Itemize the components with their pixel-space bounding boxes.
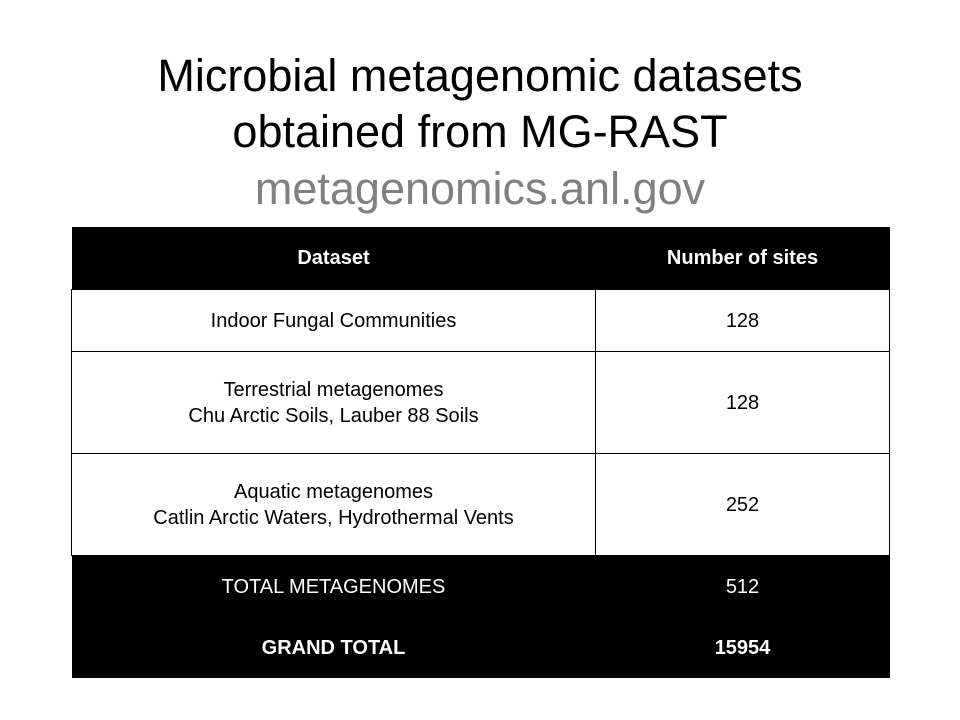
dataset-name: Aquatic metagenomes bbox=[233, 480, 433, 503]
title-line-1: Microbial metagenomic datasets bbox=[157, 50, 803, 101]
dataset-cell: Indoor Fungal Communities bbox=[71, 289, 596, 352]
table-row: Aquatic metagenomes Catlin Arctic Waters… bbox=[71, 453, 890, 556]
sites-cell: 252 bbox=[595, 453, 890, 556]
table-header-row: Dataset Number of sites bbox=[71, 227, 890, 290]
dataset-detail: Chu Arctic Soils, Lauber 88 Soils bbox=[188, 404, 479, 427]
table-row: Terrestrial metagenomes Chu Arctic Soils… bbox=[71, 351, 890, 454]
dataset-name: Indoor Fungal Communities bbox=[210, 309, 457, 332]
total-value: 512 bbox=[595, 555, 890, 617]
header-number-of-sites: Number of sites bbox=[595, 227, 890, 290]
sites-cell: 128 bbox=[595, 351, 890, 454]
title-line-2: obtained from MG-RAST bbox=[232, 106, 728, 157]
dataset-name: Terrestrial metagenomes bbox=[223, 378, 444, 401]
header-dataset: Dataset bbox=[71, 227, 596, 290]
datasets-table: Dataset Number of sites Indoor Fungal Co… bbox=[71, 227, 890, 678]
table-row: Indoor Fungal Communities 128 bbox=[71, 289, 890, 352]
dataset-cell: Aquatic metagenomes Catlin Arctic Waters… bbox=[71, 453, 596, 556]
grand-total-row: GRAND TOTAL 15954 bbox=[71, 617, 890, 678]
slide-title: Microbial metagenomic datasets obtained … bbox=[0, 48, 960, 218]
total-row: TOTAL METAGENOMES 512 bbox=[71, 555, 890, 617]
dataset-cell: Terrestrial metagenomes Chu Arctic Soils… bbox=[71, 351, 596, 454]
dataset-detail: Catlin Arctic Waters, Hydrothermal Vents bbox=[153, 506, 514, 529]
grand-total-value: 15954 bbox=[595, 617, 890, 678]
grand-total-label: GRAND TOTAL bbox=[71, 617, 596, 678]
total-label: TOTAL METAGENOMES bbox=[71, 555, 596, 617]
subtitle-url: metagenomics.anl.gov bbox=[254, 163, 706, 214]
sites-cell: 128 bbox=[595, 289, 890, 352]
